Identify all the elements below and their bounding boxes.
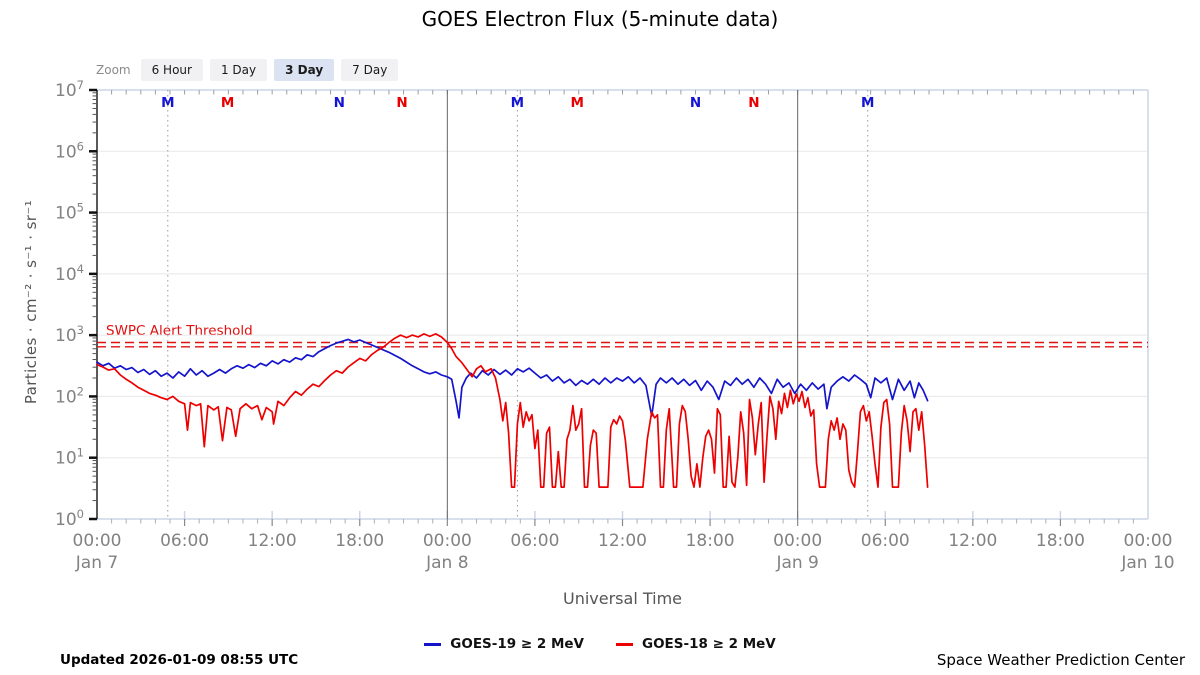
svg-text:M: M — [221, 95, 234, 111]
zoom-controls: Zoom 6 Hour 1 Day 3 Day 7 Day — [96, 59, 399, 82]
svg-text:105: 105 — [55, 201, 84, 224]
svg-text:00:00: 00:00 — [423, 531, 472, 551]
goes19-label: GOES-19 ≥ 2 MeV — [450, 636, 584, 652]
zoom-6-hour-button[interactable]: 6 Hour — [140, 59, 203, 82]
legend-item-goes19: GOES-19 ≥ 2 MeV — [424, 636, 584, 652]
svg-text:12:00: 12:00 — [248, 531, 297, 551]
svg-text:N: N — [396, 95, 407, 111]
legend: GOES-19 ≥ 2 MeV GOES-18 ≥ 2 MeV — [0, 636, 1200, 652]
svg-text:Jan 10: Jan 10 — [1120, 553, 1174, 573]
svg-text:06:00: 06:00 — [160, 531, 209, 551]
svg-text:106: 106 — [55, 139, 84, 162]
x-axis-title: Universal Time — [562, 589, 682, 608]
legend-item-goes18: GOES-18 ≥ 2 MeV — [616, 636, 776, 652]
svg-text:M: M — [511, 95, 524, 111]
goes18-label: GOES-18 ≥ 2 MeV — [642, 636, 776, 652]
svg-text:00:00: 00:00 — [1124, 531, 1173, 551]
swpc-credit: Space Weather Prediction Center — [936, 651, 1185, 669]
svg-text:107: 107 — [55, 78, 84, 101]
svg-text:06:00: 06:00 — [510, 531, 559, 551]
svg-text:103: 103 — [55, 323, 84, 346]
svg-text:N: N — [690, 95, 701, 111]
updated-timestamp: Updated 2026-01-09 08:55 UTC — [60, 652, 299, 668]
svg-text:104: 104 — [55, 262, 84, 285]
svg-text:00:00: 00:00 — [73, 531, 122, 551]
svg-text:12:00: 12:00 — [948, 531, 997, 551]
svg-text:18:00: 18:00 — [335, 531, 384, 551]
svg-text:Jan 7: Jan 7 — [75, 553, 118, 573]
goes18-line-swatch — [616, 642, 633, 646]
svg-text:M: M — [861, 95, 874, 111]
zoom-3-day-button[interactable]: 3 Day — [274, 59, 335, 82]
svg-text:M: M — [161, 95, 174, 111]
svg-text:N: N — [748, 95, 759, 111]
svg-text:102: 102 — [55, 384, 84, 407]
svg-text:N: N — [334, 95, 345, 111]
zoom-7-day-button[interactable]: 7 Day — [341, 59, 399, 82]
svg-text:100: 100 — [55, 507, 84, 530]
svg-text:00:00: 00:00 — [773, 531, 822, 551]
zoom-1-day-button[interactable]: 1 Day — [209, 59, 268, 82]
svg-text:Jan 8: Jan 8 — [425, 553, 468, 573]
svg-text:Jan 9: Jan 9 — [775, 553, 818, 573]
svg-text:18:00: 18:00 — [686, 531, 735, 551]
svg-text:101: 101 — [55, 446, 84, 469]
svg-text:18:00: 18:00 — [1036, 531, 1085, 551]
svg-text:12:00: 12:00 — [598, 531, 647, 551]
zoom-label: Zoom — [96, 63, 131, 78]
page-title: GOES Electron Flux (5-minute data) — [421, 7, 779, 31]
svg-text:06:00: 06:00 — [861, 531, 910, 551]
svg-text:M: M — [571, 95, 584, 111]
goes19-line-swatch — [424, 642, 442, 646]
